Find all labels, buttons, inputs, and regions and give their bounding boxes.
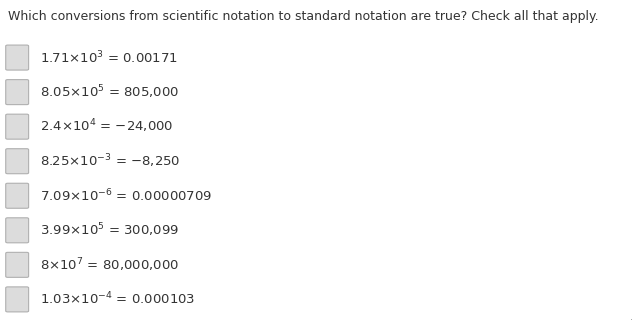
Text: 7.09×10$^{-6}$ = 0.00000709: 7.09×10$^{-6}$ = 0.00000709 (40, 188, 212, 204)
Text: ·: · (630, 315, 633, 325)
FancyBboxPatch shape (6, 218, 29, 243)
FancyBboxPatch shape (6, 287, 29, 312)
Text: 2.4×10$^{4}$ = −24,000: 2.4×10$^{4}$ = −24,000 (40, 118, 174, 136)
FancyBboxPatch shape (6, 149, 29, 174)
FancyBboxPatch shape (6, 114, 29, 139)
Text: 1.71×10$^{3}$ = 0.00171: 1.71×10$^{3}$ = 0.00171 (40, 49, 178, 66)
FancyBboxPatch shape (6, 80, 29, 105)
FancyBboxPatch shape (6, 183, 29, 208)
Text: 3.99×10$^{5}$ = 300,099: 3.99×10$^{5}$ = 300,099 (40, 221, 179, 239)
Text: 8×10$^{7}$ = 80,000,000: 8×10$^{7}$ = 80,000,000 (40, 256, 179, 274)
FancyBboxPatch shape (6, 45, 29, 70)
Text: 8.25×10$^{-3}$ = −8,250: 8.25×10$^{-3}$ = −8,250 (40, 152, 181, 170)
Text: 1.03×10$^{-4}$ = 0.000103: 1.03×10$^{-4}$ = 0.000103 (40, 291, 195, 308)
Text: Which conversions from scientific notation to standard notation are true? Check : Which conversions from scientific notati… (8, 10, 598, 23)
FancyBboxPatch shape (6, 252, 29, 277)
Text: 8.05×10$^{5}$ = 805,000: 8.05×10$^{5}$ = 805,000 (40, 83, 179, 101)
